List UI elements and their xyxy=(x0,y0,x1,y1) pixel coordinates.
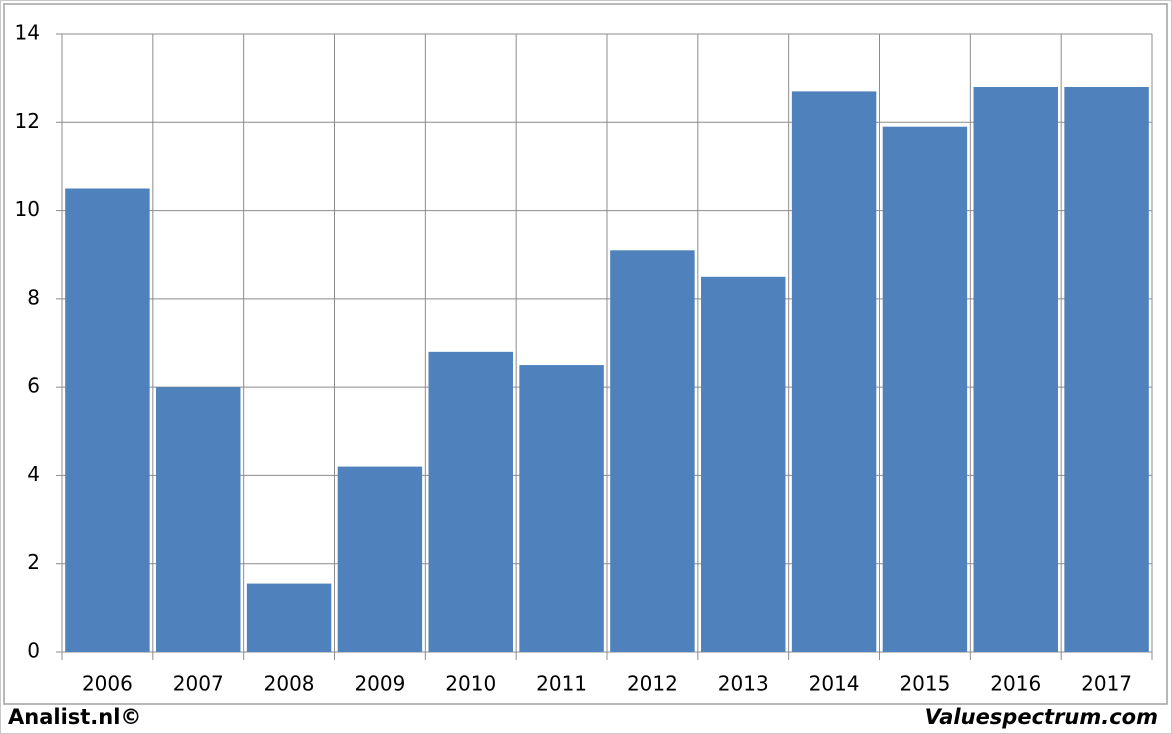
bar xyxy=(610,250,695,653)
y-tick-label: 2 xyxy=(27,550,40,574)
x-tick-label: 2015 xyxy=(899,672,950,696)
x-tick-label: 2011 xyxy=(536,672,587,696)
y-tick-label: 12 xyxy=(15,109,40,133)
source-right: Valuespectrum.com xyxy=(925,705,1158,729)
bar xyxy=(156,387,241,652)
x-tick-label: 2014 xyxy=(809,672,860,696)
bar xyxy=(246,583,332,652)
x-tick-label: 2016 xyxy=(990,672,1041,696)
bar xyxy=(701,276,786,652)
x-tick-label: 2008 xyxy=(264,672,315,696)
x-tick-label: 2012 xyxy=(627,672,678,696)
source-left: Analist.nl© xyxy=(8,705,141,729)
bar xyxy=(1064,86,1149,652)
y-tick-label: 4 xyxy=(27,462,40,486)
y-tick-label: 14 xyxy=(15,21,40,45)
y-tick-label: 8 xyxy=(27,285,40,309)
x-tick-label: 2009 xyxy=(354,672,405,696)
y-tick-label: 0 xyxy=(27,639,40,663)
y-tick-label: 6 xyxy=(27,374,40,398)
bar xyxy=(65,188,150,652)
x-tick-label: 2013 xyxy=(718,672,769,696)
x-tick-label: 2006 xyxy=(82,672,133,696)
bar xyxy=(519,365,604,652)
x-tick-label: 2017 xyxy=(1081,672,1132,696)
x-tick-label: 2007 xyxy=(173,672,224,696)
x-tick-label: 2010 xyxy=(445,672,496,696)
bar xyxy=(428,351,513,652)
bar xyxy=(882,126,968,652)
bar xyxy=(973,86,1058,652)
y-tick-label: 10 xyxy=(15,197,40,221)
bar xyxy=(337,466,423,652)
bar xyxy=(791,91,877,652)
